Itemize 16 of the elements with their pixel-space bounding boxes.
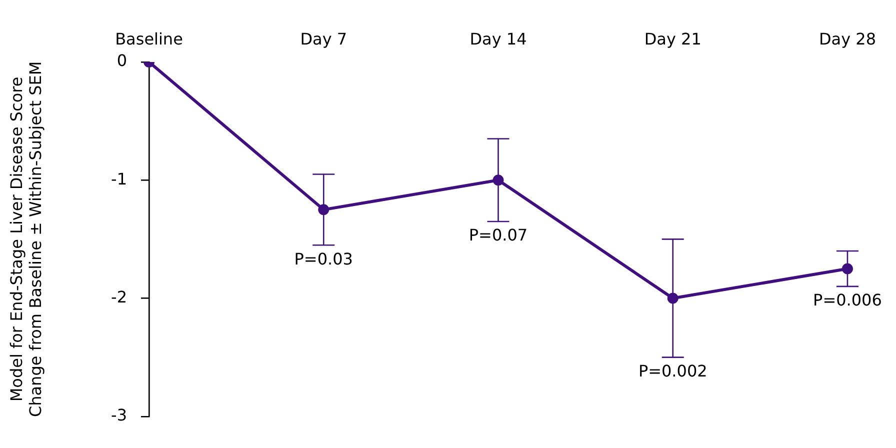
point (842, 263, 853, 274)
annotation: P=0.03 (294, 249, 353, 268)
y-axis-title: Model for End-Stage Liver Disease Score Change from Baseline ± Within-Subject SEM (6, 61, 45, 418)
x-tick-label: Baseline (115, 30, 183, 49)
y-tick-label: -1 (111, 169, 127, 188)
y-tick-label: -2 (111, 287, 127, 306)
annotation: P=0.07 (468, 226, 528, 245)
y-tick-label: 0 (116, 51, 127, 70)
point (667, 292, 678, 304)
annotation: P=0.002 (638, 361, 708, 380)
x-tick-label: Day 21 (644, 30, 702, 49)
x-tick-label: Day 7 (300, 30, 348, 49)
x-tick-label: Day 14 (470, 30, 527, 49)
annotation: P=0.006 (813, 290, 882, 310)
y-tick-label: -3 (111, 406, 127, 425)
x-tick-label: Day 28 (818, 30, 876, 49)
